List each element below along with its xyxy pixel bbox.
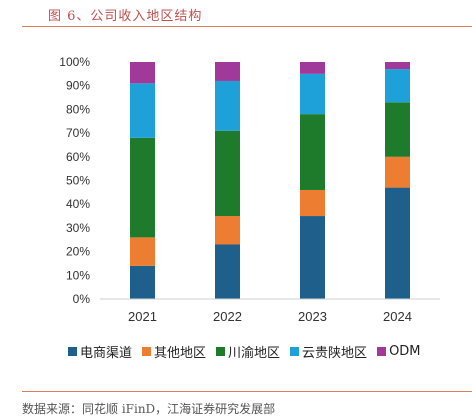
bar-segment	[130, 62, 155, 84]
x-tick-label: 2023	[298, 309, 327, 324]
y-tick-label: 50%	[66, 174, 90, 188]
bar-segment	[385, 62, 410, 70]
bar-segment	[300, 189, 325, 217]
bar-segment	[300, 62, 325, 74]
legend-swatch	[68, 347, 77, 356]
y-axis: 0% 10% 20% 30% 40% 50% 60% 70% 80% 90% 100%	[59, 55, 90, 306]
legend-item: 电商渠道	[68, 342, 132, 361]
y-tick-label: 90%	[66, 79, 90, 93]
y-tick-label: 80%	[66, 102, 90, 116]
data-source-note: 数据来源：同花顺 iFinD，江海证券研究发展部	[22, 402, 276, 416]
bar-segment	[130, 137, 155, 238]
legend-swatch	[216, 347, 226, 356]
bar-segment	[215, 244, 240, 299]
bottom-divider	[22, 391, 472, 392]
bar-segment	[385, 69, 410, 103]
bars	[130, 62, 410, 299]
y-tick-label: 70%	[66, 126, 90, 140]
legend-item: 云贵陕地区	[290, 342, 367, 361]
bar-segment	[215, 216, 240, 245]
y-tick-label: 40%	[66, 197, 90, 211]
bar-segment	[130, 83, 155, 138]
legend-item: 川渝地区	[216, 342, 280, 361]
x-tick-label: 2022	[213, 309, 242, 324]
figure-title: 图 6、公司收入地区结构	[48, 9, 203, 24]
bar-segment	[215, 80, 240, 131]
bar-segment	[385, 102, 410, 157]
legend-label: 川渝地区	[228, 346, 281, 361]
y-tick-label: 100%	[59, 55, 90, 69]
y-tick-label: 0%	[73, 292, 91, 306]
bar-segment	[385, 156, 410, 188]
legend-label: 电商渠道	[80, 346, 133, 361]
legend-swatch	[377, 347, 387, 356]
legend-label: 云贵陕地区	[302, 346, 368, 361]
bar-segment	[130, 237, 155, 266]
bar-segment	[215, 62, 240, 81]
bar-segment	[130, 265, 155, 299]
bar-segment	[215, 130, 240, 217]
legend-swatch	[290, 347, 300, 356]
top-divider	[22, 26, 472, 27]
x-axis: 2021 2022 2023 2024	[100, 298, 440, 324]
bar-segment	[300, 216, 325, 299]
bar-segment	[300, 73, 325, 115]
bar-segment	[300, 114, 325, 190]
x-tick-label: 2021	[128, 309, 157, 324]
legend-item: ODM	[377, 342, 421, 361]
y-tick-label: 60%	[66, 150, 90, 164]
y-tick-label: 10%	[66, 268, 90, 282]
legend-swatch	[142, 347, 152, 356]
legend-label: 其他地区	[154, 346, 207, 361]
chart-legend: 电商渠道 其他地区 川渝地区 云贵陕地区 ODM	[68, 342, 421, 361]
legend-label: ODM	[389, 344, 421, 359]
bar-segment	[385, 187, 410, 299]
stacked-bar-chart: 0%10%20%30%40%50%60%70%80%90%100% 2021 20…	[59, 55, 440, 324]
legend-item: 其他地区	[142, 342, 206, 361]
y-tick-label: 30%	[66, 221, 90, 235]
y-tick-label: 20%	[66, 245, 90, 259]
x-tick-label: 2024	[383, 309, 412, 324]
